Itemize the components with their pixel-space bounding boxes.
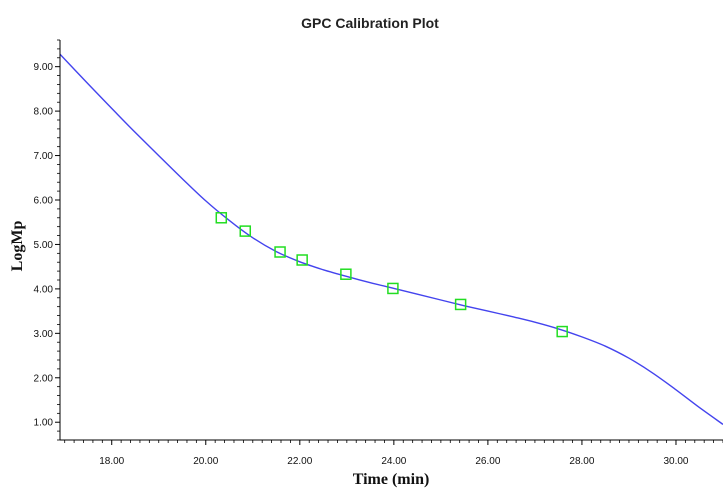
- calibration-point: [239, 225, 252, 237]
- y-tick-label: 6.00: [34, 196, 54, 207]
- x-tick-label: 20.00: [193, 456, 218, 467]
- y-tick-label: 4.00: [34, 284, 54, 295]
- calibration-point: [556, 325, 568, 338]
- calibration-point: [454, 298, 467, 311]
- y-axis: 1.00 2.00 3.00 4.00 5.00 6.00 7.00 8.00 9.00: [34, 39, 61, 441]
- y-axis-label: LogMp: [9, 221, 26, 272]
- calibration-fit-curve: [60, 53, 723, 425]
- calibration-point: [387, 282, 399, 295]
- y-tick-label: 5.00: [34, 240, 54, 251]
- x-tick-label: 24.00: [381, 456, 406, 467]
- x-tick-label: 30.00: [663, 456, 688, 467]
- y-tick-label: 8.00: [34, 107, 54, 118]
- calibration-point: [215, 212, 228, 224]
- calibration-point: [296, 254, 308, 266]
- chart-title: GPC Calibration Plot: [301, 15, 439, 31]
- y-tick-label: 2.00: [34, 373, 54, 384]
- x-axis-label: Time (min): [353, 471, 430, 488]
- x-tick-label: 28.00: [569, 456, 594, 467]
- y-tick-label: 3.00: [34, 329, 54, 340]
- x-tick-label: 22.00: [287, 456, 312, 467]
- x-tick-label: 26.00: [475, 456, 500, 467]
- x-axis: 18.00 20.00 22.00 24.00 26.00 28.00 30.00: [60, 439, 723, 467]
- x-tick-label: 18.00: [99, 456, 124, 467]
- y-tick-label: 7.00: [34, 151, 54, 162]
- calibration-point: [340, 268, 352, 280]
- y-tick-label: 9.00: [34, 62, 54, 73]
- plot-area: [60, 53, 723, 425]
- y-tick-label: 1.00: [34, 418, 54, 429]
- calibration-point: [274, 246, 286, 258]
